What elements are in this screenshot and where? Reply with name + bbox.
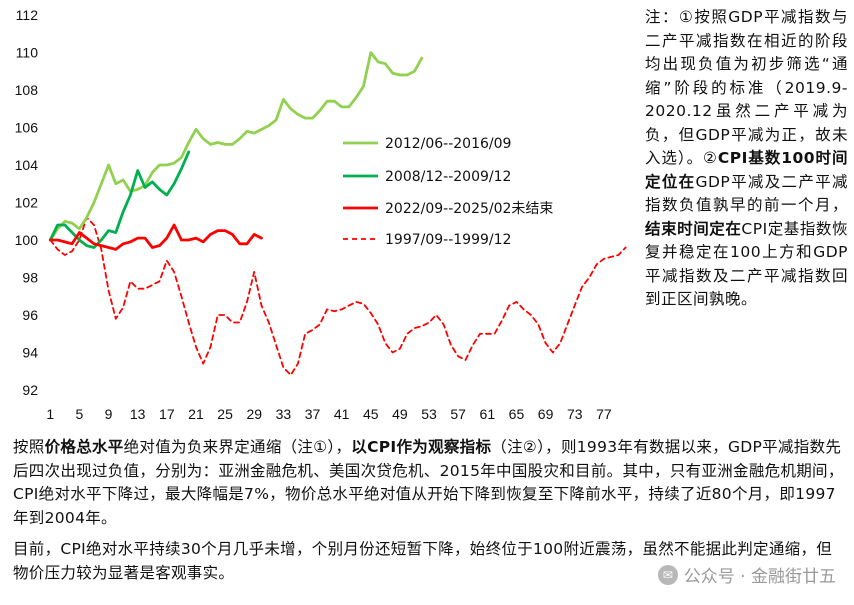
x-tick-label: 17 — [159, 406, 175, 422]
note-bold-2: 结束时间定在 — [645, 219, 742, 238]
x-tick-label: 33 — [276, 406, 292, 422]
y-tick-label: 94 — [22, 345, 38, 361]
note-lead: 注：①按照GDP平减指数与二产平减指数在相近的阶段均出现负值为初步筛选“通缩”阶… — [645, 8, 848, 167]
legend: 2012/06--2016/09 2008/12--2009/12 2022/09-… — [343, 136, 553, 248]
x-tick-label: 73 — [567, 406, 583, 422]
para2-text: 目前，CPI绝对水平持续30个月几乎未增，个别月份还短暂下降，始终位于100附近… — [13, 540, 833, 582]
para1-bold-2: 以CPI作为观察指标 — [351, 438, 492, 456]
wechat-icon: ✉ — [657, 564, 678, 585]
x-tick-label: 41 — [334, 406, 350, 422]
body-paragraph-2: 目前，CPI绝对水平持续30个月几乎未增，个别月份还短暂下降，始终位于100附近… — [13, 538, 847, 585]
x-tick-label: 5 — [76, 406, 84, 422]
y-tick-label: 92 — [22, 382, 38, 398]
y-tick-label: 102 — [15, 195, 39, 211]
legend-label-2: 2008/12--2009/12 — [385, 169, 511, 185]
x-tick-label: 45 — [363, 406, 379, 422]
note-tail: CPI定基指数恢复并稳定在100上方和GDP平减指数及二产平减指数回到正区间孰晚… — [645, 219, 848, 309]
x-tick-label: 37 — [305, 406, 321, 422]
legend-label-4: 1997/09--1999/12 — [385, 232, 511, 248]
x-tick-label: 25 — [217, 406, 233, 422]
series-line-1 — [48, 51, 424, 242]
x-tick-label: 13 — [130, 406, 146, 422]
x-axis: 1 5 9 13 17 21 25 29 33 37 41 45 49 53 57 61 65 69 73 77 — [46, 406, 611, 422]
para1-text-1: 按照 — [13, 438, 45, 456]
note-bold-1: CPI基数100时间定位在 — [645, 149, 848, 191]
line-chart: 92 94 96 98 100 102 104 106 108 110 112 1 5 9 13 17 21 2… — [15, 7, 627, 422]
y-axis: 92 94 96 98 100 102 104 106 108 110 112 — [15, 7, 39, 398]
note-mid: GDP平减及二产平减指数负值孰早的前一个月， — [645, 172, 848, 215]
x-tick-label: 21 — [188, 406, 204, 422]
series-line-4 — [49, 216, 627, 376]
x-tick-label: 49 — [392, 406, 408, 422]
watermark-text: 公众号 · 金融街廿五 — [683, 567, 836, 587]
para1-text-3: （注②），则1993年有数据以来，GDP平减指数先后四次出现过负值，分别为：亚洲… — [13, 438, 844, 527]
y-tick-label: 106 — [15, 120, 39, 136]
legend-label-3: 2022/09--2025/02未结束 — [385, 201, 553, 217]
watermark: ✉ 公众号 · 金融街廿五 — [657, 562, 836, 587]
y-tick-label: 100 — [15, 232, 39, 248]
body-paragraph-1: 按照价格总水平绝对值为负来界定通缩（注①），以CPI作为观察指标（注②），则19… — [13, 436, 847, 530]
x-tick-label: 65 — [509, 406, 525, 422]
chart-note: 注：①按照GDP平减指数与二产平减指数在相近的阶段均出现负值为初步筛选“通缩”阶… — [645, 6, 848, 312]
x-tick-label: 61 — [480, 406, 496, 422]
x-tick-label: 9 — [105, 406, 113, 422]
series-line-2 — [48, 150, 191, 249]
y-tick-label: 112 — [16, 7, 39, 23]
x-tick-label: 1 — [46, 406, 54, 422]
x-tick-label: 69 — [538, 406, 554, 422]
y-tick-label: 108 — [15, 82, 39, 98]
legend-label-1: 2012/06--2016/09 — [385, 136, 511, 152]
y-tick-label: 96 — [22, 307, 38, 323]
x-tick-label: 29 — [246, 406, 262, 422]
y-tick-label: 104 — [15, 157, 39, 173]
x-tick-label: 53 — [421, 406, 437, 422]
para1-text-2: 绝对值为负来界定通缩（注①）， — [123, 438, 352, 456]
para1-bold-1: 价格总水平 — [44, 438, 124, 456]
series-line-3 — [48, 223, 263, 251]
x-tick-label: 57 — [450, 406, 466, 422]
series-layer — [48, 51, 627, 376]
y-tick-label: 110 — [16, 45, 39, 61]
x-tick-label: 77 — [596, 406, 612, 422]
y-tick-label: 98 — [22, 270, 38, 286]
